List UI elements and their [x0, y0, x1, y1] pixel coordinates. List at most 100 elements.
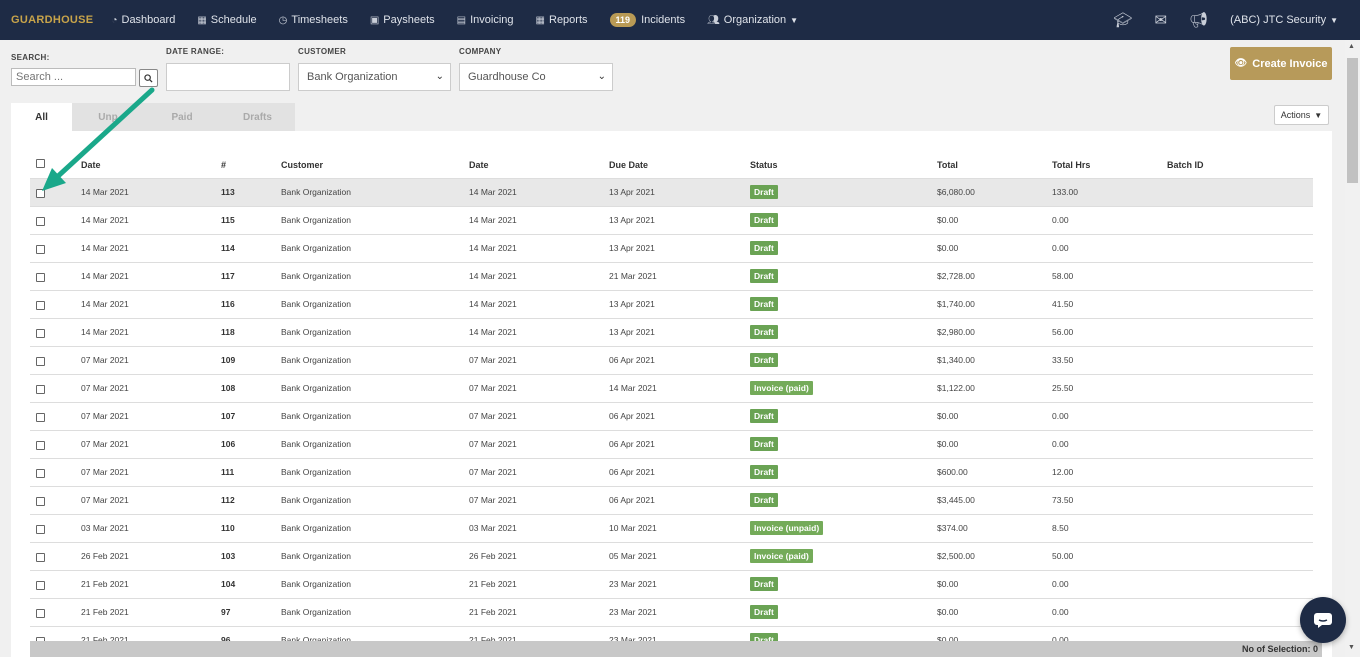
row-checkbox[interactable] [36, 217, 45, 226]
table-row[interactable]: 14 Mar 2021 118 Bank Organization 14 Mar 20… [30, 318, 1313, 346]
row-invoice-number[interactable]: 104 [221, 579, 236, 589]
row-invoice-number[interactable]: 118 [221, 327, 235, 337]
row-date: 07 Mar 2021 [81, 355, 129, 365]
row-checkbox[interactable] [36, 441, 45, 450]
header-number[interactable]: # [221, 160, 227, 170]
row-invoice-number[interactable]: 117 [221, 271, 235, 281]
table-row[interactable]: 14 Mar 2021 113 Bank Organization 14 Mar 20… [30, 178, 1313, 206]
table-row[interactable]: 07 Mar 2021 108 Bank Organization 07 Mar 20… [30, 374, 1313, 402]
megaphone-icon[interactable]: 📢︎ [1189, 12, 1209, 29]
table-row[interactable]: 07 Mar 2021 106 Bank Organization 07 Mar 20… [30, 430, 1313, 458]
row-due-date: 23 Mar 2021 [609, 607, 657, 617]
row-checkbox[interactable] [36, 525, 45, 534]
row-checkbox[interactable] [36, 413, 45, 422]
nav-incidents[interactable]: 119 Incidents [609, 13, 685, 27]
row-invoice-number[interactable]: 103 [221, 551, 236, 561]
row-checkbox[interactable] [36, 553, 45, 562]
row-invoice-number[interactable]: 116 [221, 299, 235, 309]
actions-dropdown[interactable]: Actions ▼ [1274, 105, 1329, 125]
row-checkbox[interactable] [36, 469, 45, 478]
create-invoice-button[interactable]: 👁︎ Create Invoice [1230, 47, 1332, 80]
row-invoice-number[interactable]: 107 [221, 411, 236, 421]
row-checkbox[interactable] [36, 609, 45, 618]
header-date[interactable]: Date [81, 160, 101, 170]
envelope-icon[interactable]: ✉ [1154, 12, 1168, 29]
calendar-icon: ▦ [197, 14, 207, 26]
row-invoice-number[interactable]: 115 [221, 215, 235, 225]
header-date-2[interactable]: Date [469, 160, 489, 170]
graduation-cap-icon[interactable]: 🎓︎ [1113, 12, 1133, 29]
table-row[interactable]: 03 Mar 2021 110 Bank Organization 03 Mar 20… [30, 514, 1313, 542]
table-row[interactable]: 21 Feb 2021 96 Bank Organization 21 Feb 202… [30, 626, 1313, 654]
brand-logo[interactable]: GUARDHOUSE [11, 14, 94, 26]
search-button[interactable] [139, 69, 158, 87]
scroll-up-icon[interactable]: ▲ [1348, 43, 1355, 50]
scrollbar-track[interactable] [1345, 40, 1360, 657]
row-customer: Bank Organization [281, 327, 351, 337]
table-row[interactable]: 14 Mar 2021 117 Bank Organization 14 Mar 20… [30, 262, 1313, 290]
table-row[interactable]: 07 Mar 2021 112 Bank Organization 07 Mar 20… [30, 486, 1313, 514]
nav-reports[interactable]: ▦ Reports [536, 14, 588, 26]
nav-timesheets[interactable]: ◷ Timesheets [279, 14, 348, 26]
nav-invoicing[interactable]: ▤ Invoicing [457, 14, 514, 26]
row-checkbox[interactable] [36, 189, 45, 198]
header-total[interactable]: Total [937, 160, 958, 170]
row-invoice-number[interactable]: 96 [221, 635, 231, 645]
status-badge: Invoice (paid) [750, 549, 813, 563]
row-total: $0.00 [937, 607, 959, 617]
status-badge: Draft [750, 269, 778, 283]
scroll-down-icon[interactable]: ▼ [1348, 644, 1355, 651]
row-invoice-number[interactable]: 111 [221, 467, 235, 477]
table-row[interactable]: 21 Feb 2021 104 Bank Organization 21 Feb 20… [30, 570, 1313, 598]
select-all-checkbox[interactable] [36, 159, 45, 168]
row-invoice-number[interactable]: 97 [221, 607, 231, 617]
header-status[interactable]: Status [750, 160, 778, 170]
nav-organization[interactable]: 👥︎ Organization ▼ [707, 14, 798, 26]
row-checkbox[interactable] [36, 245, 45, 254]
header-batch-id[interactable]: Batch ID [1167, 160, 1204, 170]
row-checkbox[interactable] [36, 301, 45, 310]
tab-paid[interactable]: Paid [144, 103, 220, 131]
nav-dashboard[interactable]: ◔ Dashboard [111, 14, 175, 26]
row-checkbox[interactable] [36, 385, 45, 394]
table-header: Date # Customer Date Due Date Status Tot… [30, 150, 1313, 178]
row-due-date: 06 Apr 2021 [609, 467, 655, 477]
table-row[interactable]: 07 Mar 2021 109 Bank Organization 07 Mar 20… [30, 346, 1313, 374]
chat-button[interactable] [1300, 597, 1346, 643]
table-row[interactable]: 07 Mar 2021 111 Bank Organization 07 Mar 20… [30, 458, 1313, 486]
scrollbar-thumb[interactable] [1347, 58, 1358, 183]
row-invoice-number[interactable]: 110 [221, 523, 235, 533]
table-row[interactable]: 21 Feb 2021 97 Bank Organization 21 Feb 202… [30, 598, 1313, 626]
header-total-hrs[interactable]: Total Hrs [1052, 160, 1091, 170]
row-checkbox[interactable] [36, 581, 45, 590]
row-checkbox[interactable] [36, 273, 45, 282]
nav-schedule[interactable]: ▦ Schedule [197, 14, 256, 26]
header-due-date[interactable]: Due Date [609, 160, 649, 170]
row-invoice-number[interactable]: 109 [221, 355, 236, 365]
row-invoice-number[interactable]: 113 [221, 187, 235, 197]
header-customer[interactable]: Customer [281, 160, 324, 170]
row-invoice-number[interactable]: 106 [221, 439, 236, 449]
nav-paysheets[interactable]: ▣ Paysheets [370, 14, 435, 26]
row-customer: Bank Organization [281, 635, 351, 645]
row-invoice-number[interactable]: 112 [221, 495, 235, 505]
customer-select[interactable]: Bank Organization ⌄ [298, 63, 451, 91]
table-row[interactable]: 26 Feb 2021 103 Bank Organization 26 Feb 20… [30, 542, 1313, 570]
row-checkbox[interactable] [36, 357, 45, 366]
company-select[interactable]: Guardhouse Co ⌄ [459, 63, 613, 91]
tab-unpaid[interactable]: Unp [72, 103, 144, 131]
tab-drafts[interactable]: Drafts [220, 103, 295, 131]
table-row[interactable]: 14 Mar 2021 114 Bank Organization 14 Mar 20… [30, 234, 1313, 262]
date-range-input[interactable] [166, 63, 290, 91]
table-row[interactable]: 14 Mar 2021 115 Bank Organization 14 Mar 20… [30, 206, 1313, 234]
row-checkbox[interactable] [36, 497, 45, 506]
search-input[interactable] [11, 68, 136, 86]
nav-paysheets-label: Paysheets [383, 14, 435, 26]
tab-all[interactable]: All [11, 103, 72, 131]
row-invoice-number[interactable]: 114 [221, 243, 235, 253]
row-invoice-number[interactable]: 108 [221, 383, 236, 393]
table-row[interactable]: 14 Mar 2021 116 Bank Organization 14 Mar 20… [30, 290, 1313, 318]
table-row[interactable]: 07 Mar 2021 107 Bank Organization 07 Mar 20… [30, 402, 1313, 430]
row-checkbox[interactable] [36, 329, 45, 338]
account-menu[interactable]: (ABC) JTC Security ▼ [1230, 14, 1338, 26]
